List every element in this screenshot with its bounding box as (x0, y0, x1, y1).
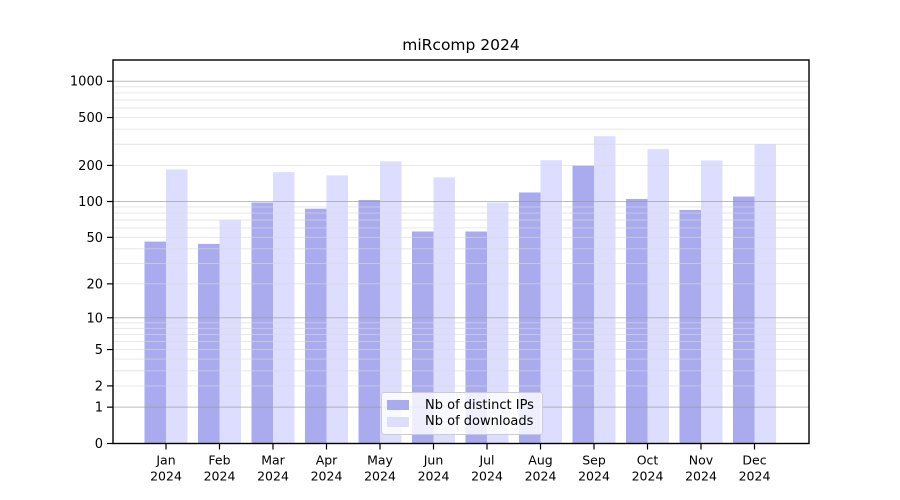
x-tick-label-month: Feb (208, 453, 230, 468)
legend-label-distinct-ips: Nb of distinct IPs (425, 397, 534, 413)
x-tick-label-month: May (367, 453, 393, 468)
y-tick-label: 1 (95, 401, 103, 416)
chart-title: miRcomp 2024 (402, 36, 520, 54)
y-tick-label: 200 (78, 159, 103, 174)
bar-distinct-ips-oct (626, 198, 648, 444)
bar-downloads-jan (166, 169, 188, 444)
bar-downloads-apr (326, 175, 348, 444)
y-tick-label: 1000 (70, 75, 103, 90)
x-tick-label-month: Apr (316, 453, 338, 468)
x-tick-label-month: Sep (582, 453, 606, 468)
bar-distinct-ips-sep (572, 165, 594, 444)
legend-item-distinct-ips: Nb of distinct IPs (387, 397, 536, 414)
bar-downloads-jun (433, 177, 455, 444)
bar-distinct-ips-nov (679, 209, 701, 444)
y-tick-label: 20 (86, 277, 103, 292)
bar-distinct-ips-apr (305, 208, 327, 444)
x-tick-label-year: 2024 (311, 469, 343, 484)
x-tick-label-year: 2024 (525, 469, 557, 484)
legend: Nb of distinct IPs Nb of downloads (381, 392, 543, 435)
bar-distinct-ips-jan (144, 241, 166, 444)
y-tick-label: 10 (86, 311, 103, 326)
y-tick-label: 100 (78, 195, 103, 210)
x-tick-label-month: Aug (528, 453, 552, 468)
x-tick-label-year: 2024 (204, 469, 236, 484)
y-tick-label: 0 (95, 437, 103, 452)
y-tick-label: 500 (78, 111, 103, 126)
bar-downloads-feb (219, 219, 241, 444)
x-tick-label-year: 2024 (632, 469, 664, 484)
y-tick-label: 50 (86, 231, 103, 246)
legend-swatch-downloads (387, 416, 409, 427)
y-tick-label: 2 (95, 379, 103, 394)
x-tick-label-month: Jun (423, 453, 444, 468)
legend-item-downloads: Nb of downloads (387, 414, 536, 431)
plot-border (112, 59, 810, 445)
x-tick-label-year: 2024 (418, 469, 450, 484)
y-tick-label: 5 (95, 343, 103, 358)
x-tick-label-year: 2024 (257, 469, 289, 484)
bar-downloads-may (380, 161, 402, 444)
bar-downloads-sep (594, 136, 616, 444)
bar-downloads-dec (754, 144, 776, 444)
bar-downloads-oct (647, 149, 669, 444)
x-tick-label-month: Nov (689, 453, 714, 468)
bar-distinct-ips-jul (465, 231, 487, 444)
legend-swatch-distinct-ips (387, 400, 409, 411)
x-tick-label-year: 2024 (578, 469, 610, 484)
x-tick-label-year: 2024 (150, 469, 182, 484)
x-tick-label-year: 2024 (739, 469, 771, 484)
x-tick-label-month: Jul (478, 453, 494, 468)
x-tick-label-month: Oct (637, 453, 659, 468)
bar-distinct-ips-dec (733, 196, 755, 444)
legend-label-downloads: Nb of downloads (425, 414, 534, 430)
bar-downloads-mar (273, 172, 295, 444)
x-tick-label-month: Jan (155, 453, 175, 468)
x-tick-label-month: Mar (261, 453, 285, 468)
x-tick-label-month: Dec (742, 453, 766, 468)
bar-downloads-aug (540, 160, 562, 444)
bar-distinct-ips-feb (198, 243, 220, 444)
bar-distinct-ips-may (358, 199, 380, 444)
x-tick-label-year: 2024 (364, 469, 396, 484)
bar-downloads-nov (701, 160, 723, 444)
x-tick-label-year: 2024 (471, 469, 503, 484)
x-tick-label-year: 2024 (685, 469, 717, 484)
bar-distinct-ips-jun (412, 231, 434, 444)
